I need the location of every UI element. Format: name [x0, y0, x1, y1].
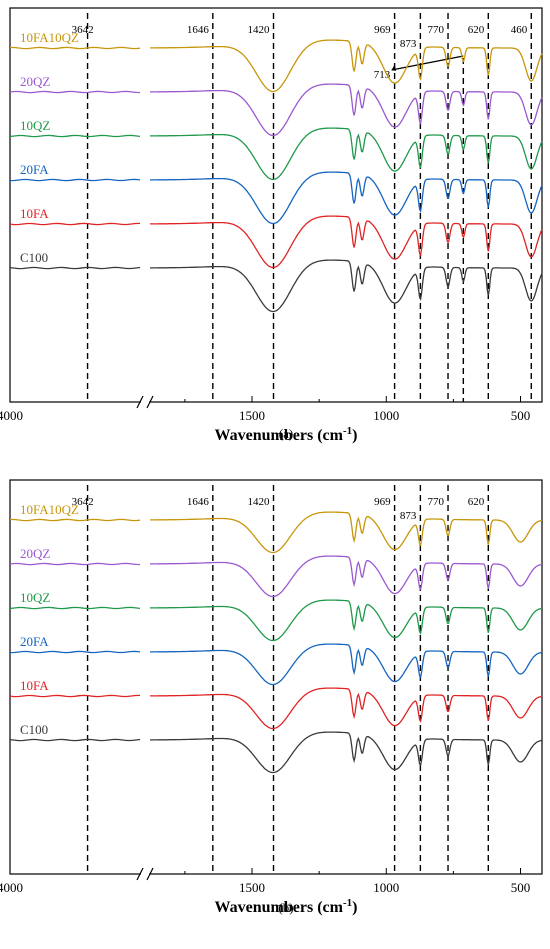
series-line: [150, 687, 543, 730]
series-line-left: [9, 222, 141, 226]
series-label: 20QZ: [20, 546, 50, 561]
series-line-left: [9, 562, 141, 566]
x-tick-label: 500: [511, 880, 531, 895]
reference-label: 3642: [72, 496, 94, 508]
reference-label: 460: [511, 24, 528, 36]
reference-label: 873: [400, 510, 417, 522]
series-line: [150, 83, 543, 137]
chart-panel-a: 4000 1500 1000 500 Wavenumbers (cm-1)(a) 3642…: [0, 7, 543, 444]
series-line-left: [10, 46, 141, 50]
series-line-left: [9, 650, 141, 654]
annotation-arrow: [391, 55, 464, 71]
series-label: 10FA: [20, 678, 49, 693]
reference-label: 620: [468, 496, 485, 508]
series-label: 10QZ: [20, 118, 50, 133]
x-tick-label: 1500: [239, 408, 265, 423]
reference-label: 620: [468, 24, 485, 36]
series-label: 20QZ: [20, 74, 50, 89]
x-axis-title: Wavenumbers (cm-1): [215, 897, 358, 916]
x-tick-label: 4000: [0, 880, 23, 895]
series-label: C100: [20, 722, 48, 737]
axis-break-gap: [141, 396, 149, 408]
series-line: [150, 731, 543, 774]
series-line-left: [9, 738, 141, 742]
series-line-left: [9, 90, 141, 94]
reference-label: 770: [428, 496, 445, 508]
series-label: 10QZ: [20, 590, 50, 605]
series-line: [150, 511, 543, 554]
reference-label: 1420: [248, 496, 271, 508]
reference-label: 1646: [187, 496, 210, 508]
axis-break-mark: [136, 867, 144, 881]
x-tick-label: 500: [511, 408, 531, 423]
axis-break-gap: [141, 868, 149, 880]
reference-label: 3642: [72, 24, 94, 36]
x-tick-label: 1500: [239, 880, 265, 895]
x-tick-label: 1000: [373, 880, 399, 895]
series-line: [150, 555, 543, 598]
axis-break-mark: [146, 395, 154, 409]
annotation-label: 713: [374, 69, 391, 81]
annotation-arrowhead: [391, 64, 396, 71]
series-line: [150, 599, 543, 642]
reference-label: 1420: [248, 24, 271, 36]
panel-caption: (a): [279, 426, 293, 441]
series-line: [150, 643, 543, 686]
panel-caption: (b): [278, 900, 293, 915]
x-axis-title: Wavenumbers (cm-1): [215, 425, 358, 444]
series-line: [150, 39, 543, 93]
x-tick-label: 1000: [373, 408, 399, 423]
series-line-left: [9, 694, 141, 698]
series-line: [150, 259, 543, 313]
series-line-left: [9, 266, 141, 270]
series-line-left: [9, 134, 141, 138]
plot-frame: [9, 479, 543, 875]
chart-panel-b: 4000 1500 1000 500 Wavenumbers (cm-1)(b) 3642…: [0, 479, 543, 916]
series-label: 10FA: [20, 206, 49, 221]
reference-label: 1646: [187, 24, 210, 36]
series-line-left: [9, 606, 141, 610]
reference-label: 770: [428, 24, 445, 36]
series-label: 20FA: [20, 634, 49, 649]
axis-break-mark: [136, 395, 144, 409]
reference-label: 969: [374, 496, 391, 508]
series-line-left: [10, 518, 141, 522]
axis-break-mark: [146, 867, 154, 881]
series-label: 10FA10QZ: [20, 30, 79, 45]
reference-label: 873: [400, 38, 417, 50]
plot-frame: [9, 7, 543, 403]
series-label: 10FA10QZ: [20, 502, 79, 517]
x-tick-label: 4000: [0, 408, 23, 423]
series-line: [150, 215, 543, 269]
series-line-left: [9, 178, 141, 182]
series-label: 20FA: [20, 162, 49, 177]
series-line: [150, 127, 543, 181]
series-label: C100: [20, 250, 48, 265]
series-line: [150, 171, 543, 225]
reference-label: 969: [374, 24, 391, 36]
